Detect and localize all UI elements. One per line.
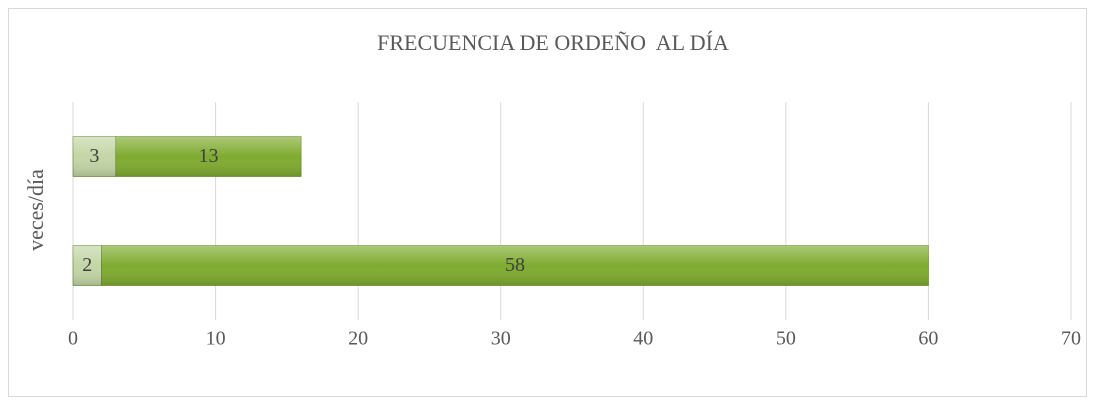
- x-tick-label: 70: [1061, 328, 1081, 350]
- x-tick-label: 0: [68, 328, 78, 350]
- x-tick-label: 40: [633, 328, 653, 350]
- chart-border: [8, 8, 1087, 397]
- bar-gloss: [115, 136, 302, 177]
- y-axis-label: veces/día: [23, 169, 48, 251]
- bar-gloss: [73, 136, 116, 177]
- x-tick-label: 50: [776, 328, 796, 350]
- x-tick-label: 10: [206, 328, 226, 350]
- data-label: 2: [82, 254, 92, 276]
- x-tick-label: 30: [491, 328, 511, 350]
- chart-title: FRECUENCIA DE ORDEÑO AL DÍA: [377, 30, 729, 55]
- x-tick-label: 60: [918, 328, 938, 350]
- bar-gloss: [101, 245, 929, 286]
- bar-gloss: [73, 245, 102, 286]
- data-label: 3: [89, 145, 99, 167]
- x-tick-label: 20: [348, 328, 368, 350]
- data-label: 13: [198, 145, 218, 167]
- data-label: 58: [505, 254, 525, 276]
